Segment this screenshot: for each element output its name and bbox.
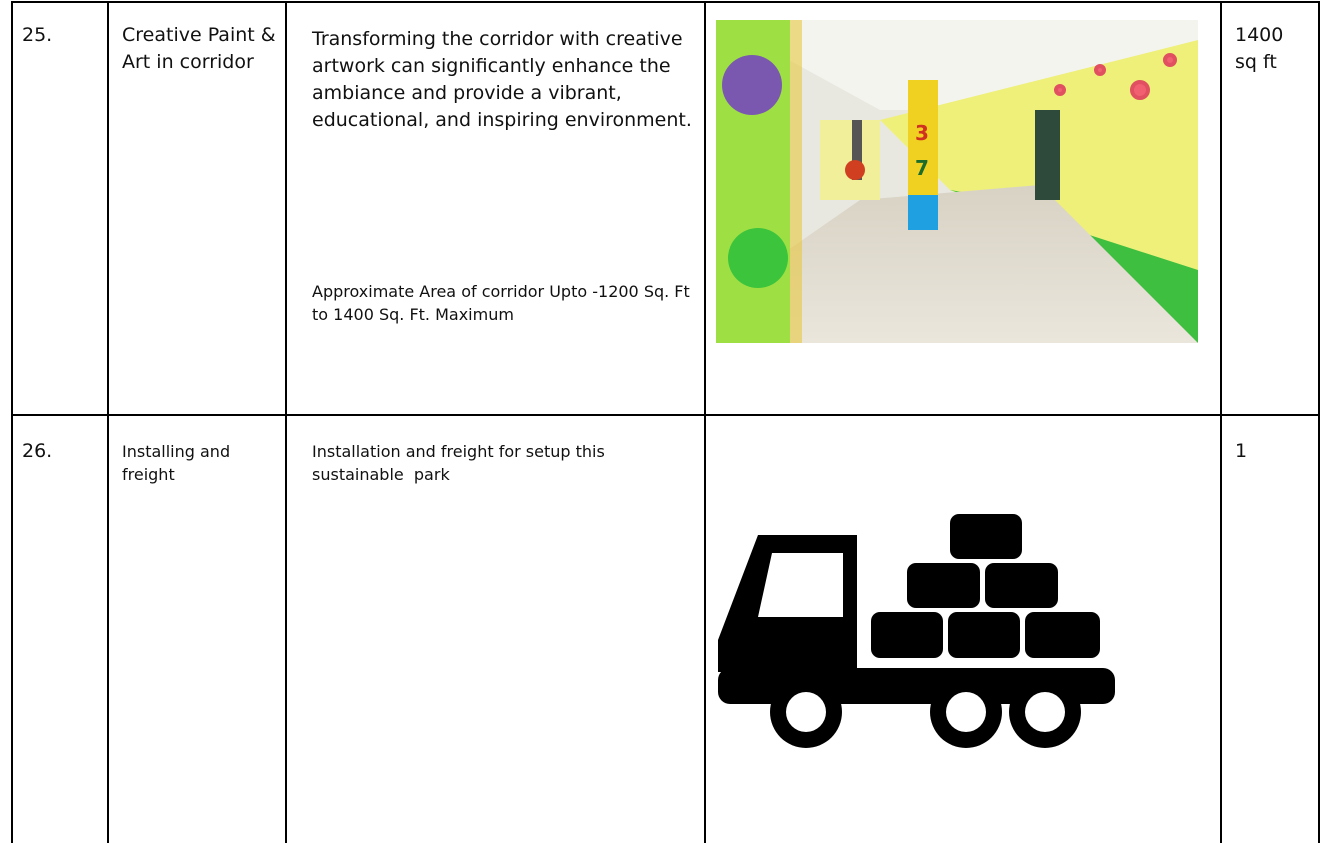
description: Transforming the corridor with creative … [312, 28, 692, 131]
quantity: 1400 sq ft [1235, 24, 1290, 73]
note: Approximate Area of corridor Upto -1200 … [312, 282, 695, 324]
row-number: 26. [22, 440, 53, 462]
description: Installation and freight for setup this … [312, 442, 610, 484]
truck-icon [718, 514, 1115, 748]
item-name: Creative Paint & Art in corridor [122, 24, 282, 73]
svg-text:7: 7 [915, 156, 929, 180]
corridor-photo: 3 7 [716, 20, 1198, 343]
quantity: 1 [1235, 440, 1248, 462]
row-number: 25. [22, 24, 53, 46]
item-name: Installing and freight [122, 442, 236, 484]
table-borders [11, 1, 1320, 843]
svg-text:3: 3 [915, 121, 929, 145]
